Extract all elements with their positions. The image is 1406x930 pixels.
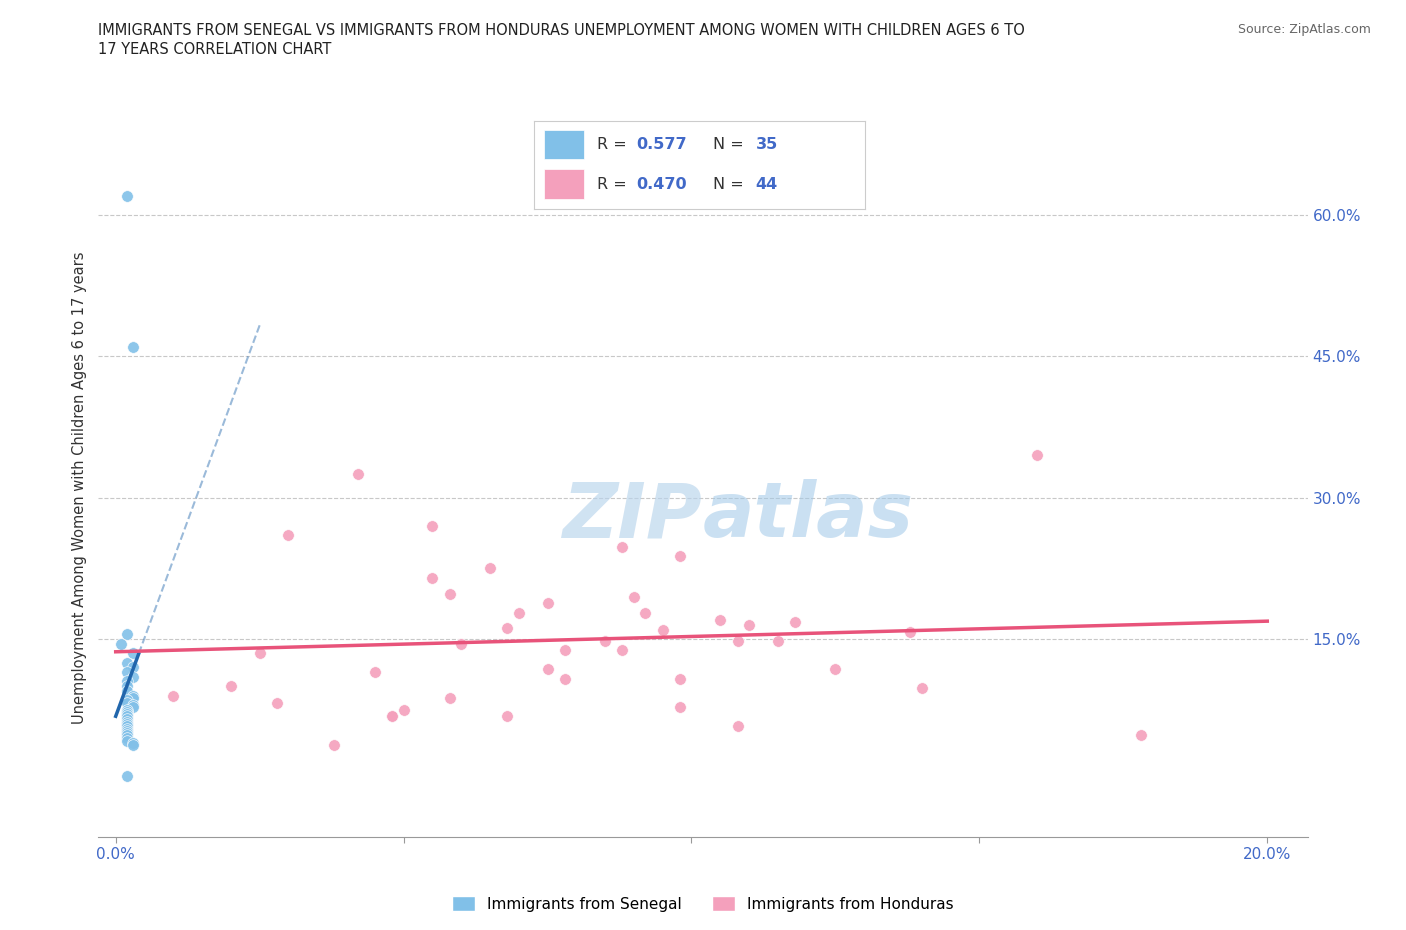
Point	[651, 622, 673, 637]
Point	[1129, 728, 1152, 743]
Point	[536, 662, 558, 677]
Point	[898, 624, 921, 639]
Point	[122, 737, 145, 752]
Point	[439, 587, 461, 602]
Point	[346, 467, 368, 482]
Point	[115, 718, 138, 733]
Point	[122, 699, 145, 714]
Point	[115, 684, 138, 698]
Point	[110, 636, 132, 651]
Point	[364, 665, 387, 680]
Point	[115, 189, 138, 204]
Point	[115, 716, 138, 731]
Point	[122, 688, 145, 703]
Point	[738, 618, 761, 632]
Text: R =: R =	[598, 137, 631, 152]
Point	[824, 662, 846, 677]
Text: N =: N =	[713, 177, 748, 192]
Point	[709, 613, 731, 628]
Point	[381, 709, 404, 724]
Point	[323, 737, 346, 752]
Point	[392, 702, 415, 717]
Point	[122, 660, 145, 675]
Text: R =: R =	[598, 177, 631, 192]
Point	[122, 645, 145, 660]
Point	[422, 519, 444, 534]
Point	[115, 665, 138, 680]
Point	[634, 605, 657, 620]
Point	[612, 643, 634, 658]
Point	[727, 633, 749, 648]
Point	[115, 721, 138, 736]
Point	[727, 718, 749, 733]
Point	[115, 709, 138, 724]
Point	[1026, 448, 1049, 463]
Point	[669, 549, 692, 564]
Point	[115, 702, 138, 717]
Point	[669, 671, 692, 686]
Point	[122, 690, 145, 705]
Point	[115, 734, 138, 749]
Point	[115, 724, 138, 738]
Point	[266, 696, 288, 711]
Point	[115, 679, 138, 694]
Text: 35: 35	[755, 137, 778, 152]
Point	[115, 707, 138, 722]
Point	[785, 615, 807, 630]
Point	[115, 731, 138, 746]
Point	[554, 671, 576, 686]
Text: 0.470: 0.470	[637, 177, 688, 192]
Point	[277, 528, 299, 543]
Point	[115, 696, 138, 711]
Text: N =: N =	[713, 137, 748, 152]
Point	[439, 690, 461, 705]
Point	[115, 711, 138, 726]
Point	[122, 698, 145, 712]
Point	[115, 693, 138, 708]
Point	[122, 339, 145, 354]
Point	[115, 726, 138, 741]
Point	[115, 704, 138, 719]
Point	[115, 656, 138, 671]
Point	[508, 605, 530, 620]
FancyBboxPatch shape	[544, 169, 583, 199]
Point	[450, 636, 472, 651]
Point	[115, 768, 138, 783]
Point	[496, 709, 519, 724]
Text: IMMIGRANTS FROM SENEGAL VS IMMIGRANTS FROM HONDURAS UNEMPLOYMENT AMONG WOMEN WIT: IMMIGRANTS FROM SENEGAL VS IMMIGRANTS FR…	[98, 23, 1025, 38]
Text: ZIP: ZIP	[564, 479, 703, 553]
Point	[381, 709, 404, 724]
Point	[593, 633, 616, 648]
Point	[766, 633, 789, 648]
Y-axis label: Unemployment Among Women with Children Ages 6 to 17 years: Unemployment Among Women with Children A…	[72, 252, 87, 724]
Text: 44: 44	[755, 177, 778, 192]
Point	[496, 620, 519, 635]
Point	[623, 590, 645, 604]
Point	[122, 670, 145, 684]
Point	[162, 688, 184, 703]
Point	[669, 699, 692, 714]
FancyBboxPatch shape	[544, 130, 583, 159]
Point	[115, 714, 138, 729]
Point	[612, 539, 634, 554]
Point	[554, 643, 576, 658]
Text: Source: ZipAtlas.com: Source: ZipAtlas.com	[1237, 23, 1371, 36]
Legend: Immigrants from Senegal, Immigrants from Honduras: Immigrants from Senegal, Immigrants from…	[446, 889, 960, 918]
Point	[115, 728, 138, 743]
Point	[115, 627, 138, 642]
Point	[911, 681, 934, 696]
Point	[478, 561, 501, 576]
Text: 0.577: 0.577	[637, 137, 688, 152]
Point	[536, 596, 558, 611]
Point	[122, 736, 145, 751]
Text: 17 YEARS CORRELATION CHART: 17 YEARS CORRELATION CHART	[98, 42, 332, 57]
Point	[115, 674, 138, 689]
Text: atlas: atlas	[703, 479, 914, 553]
Point	[219, 679, 242, 694]
Point	[422, 570, 444, 585]
Point	[249, 645, 271, 660]
